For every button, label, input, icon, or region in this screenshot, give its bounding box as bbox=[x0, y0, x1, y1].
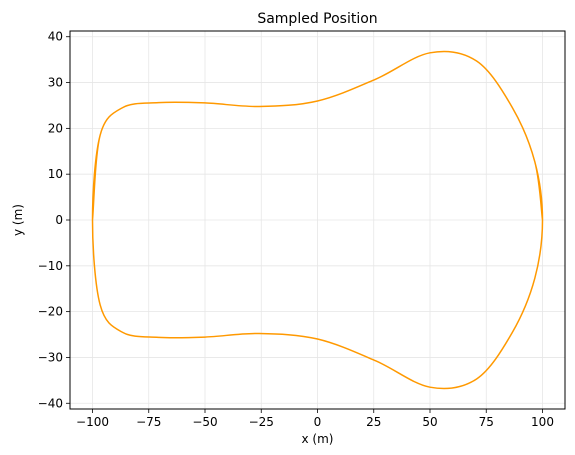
series-layer bbox=[91, 50, 544, 390]
position-trajectory-line bbox=[91, 50, 544, 390]
x-tick-label: 25 bbox=[366, 415, 381, 429]
y-tick-label: 0 bbox=[55, 213, 63, 227]
x-tick-label: −25 bbox=[249, 415, 274, 429]
y-tick-label: 20 bbox=[48, 121, 63, 135]
x-axis-label: x (m) bbox=[302, 432, 334, 446]
x-tick-label: −100 bbox=[76, 415, 109, 429]
x-tick-label: 100 bbox=[531, 415, 554, 429]
y-tick-label: 40 bbox=[48, 30, 63, 44]
x-tick-label: −50 bbox=[192, 415, 217, 429]
x-tick-label: 75 bbox=[479, 415, 494, 429]
y-tick-label: −40 bbox=[38, 396, 63, 410]
y-tick-label: 10 bbox=[48, 167, 63, 181]
x-tick-label: 50 bbox=[422, 415, 437, 429]
y-tick-label: −20 bbox=[38, 305, 63, 319]
x-tick-label: 0 bbox=[314, 415, 322, 429]
y-ticks: −40 −30 −20 −10 0 10 20 30 40 bbox=[38, 30, 70, 410]
y-axis-label: y (m) bbox=[11, 204, 25, 236]
x-ticks: −100 −75 −50 −25 0 25 50 75 100 bbox=[76, 409, 554, 429]
y-tick-label: −10 bbox=[38, 259, 63, 273]
chart-title: Sampled Position bbox=[257, 11, 377, 27]
x-tick-label: −75 bbox=[136, 415, 161, 429]
grid bbox=[70, 31, 565, 409]
y-tick-label: 30 bbox=[48, 76, 63, 90]
y-tick-label: −30 bbox=[38, 350, 63, 364]
